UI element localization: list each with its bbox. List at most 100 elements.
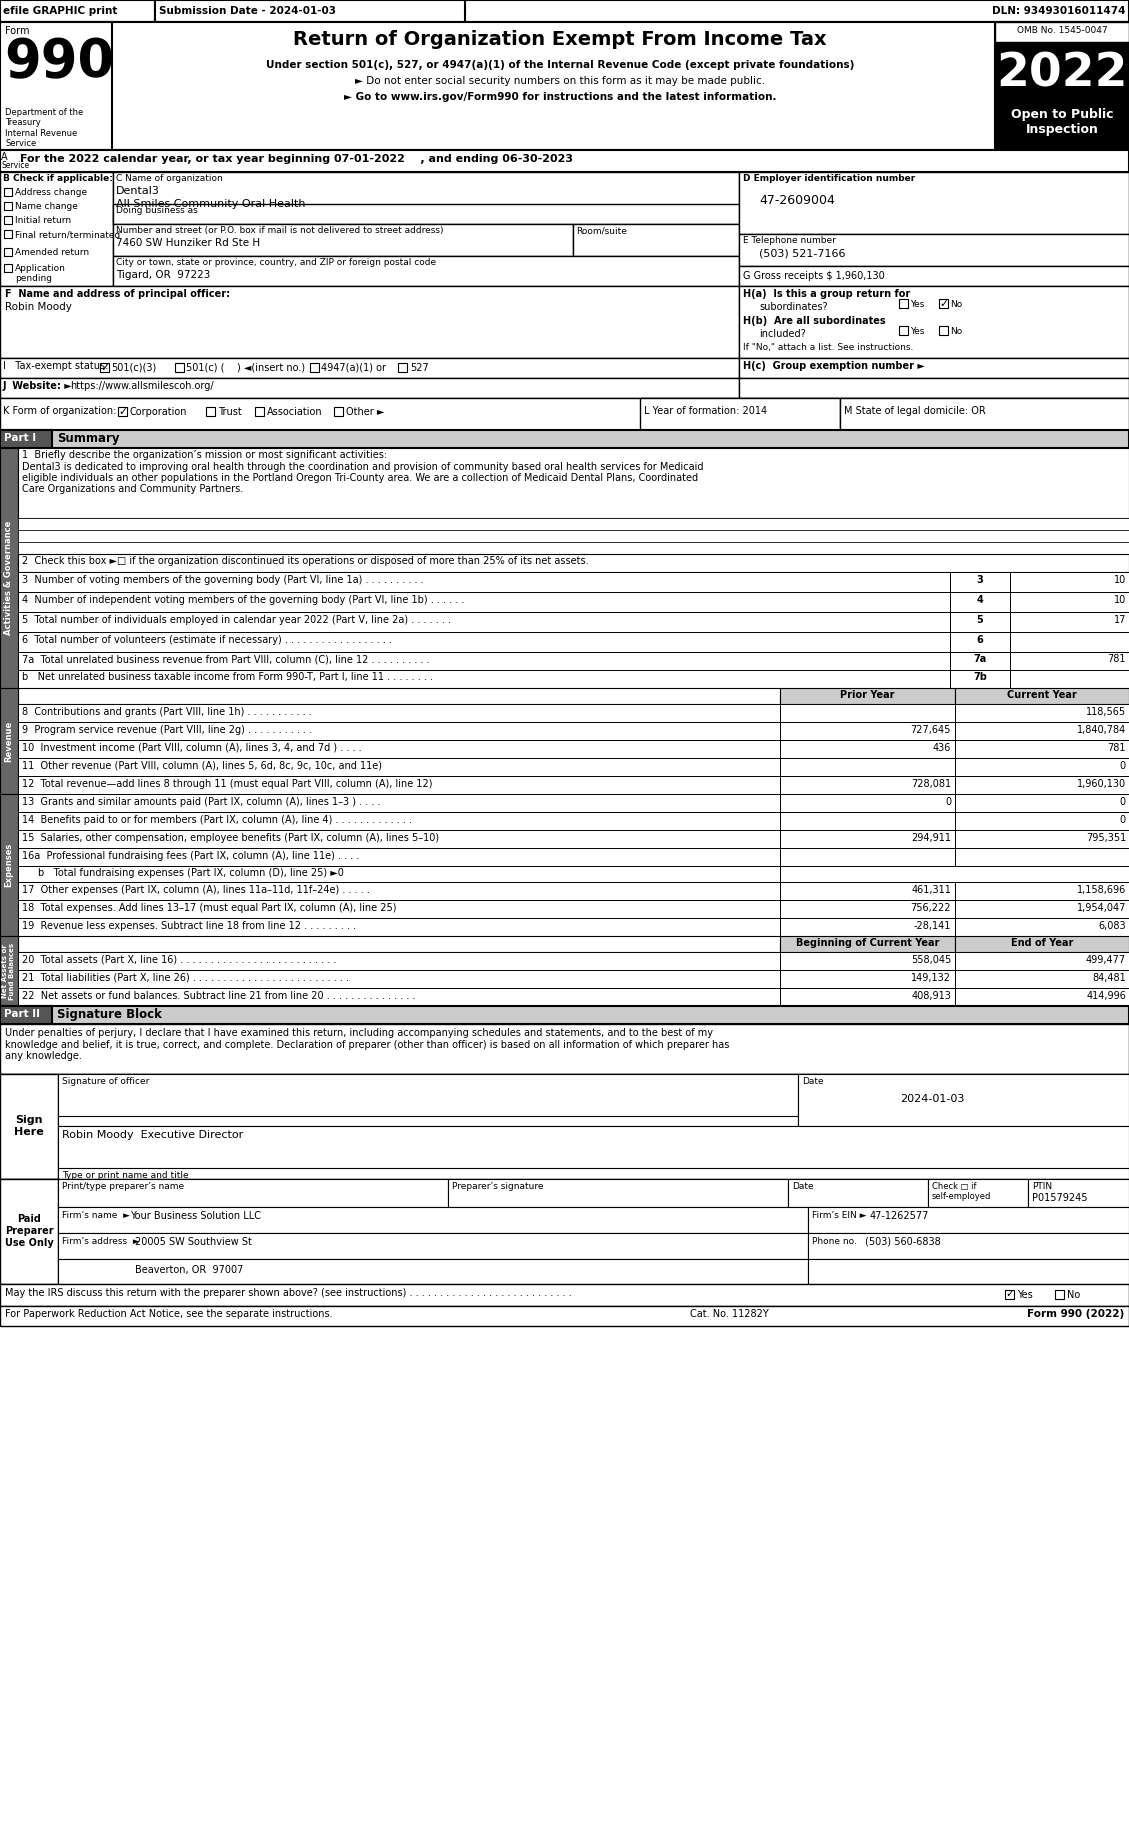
Bar	[780, 881, 955, 900]
Bar	[739, 266, 1129, 286]
Text: Beginning of Current Year: Beginning of Current Year	[796, 939, 939, 948]
Text: 558,045: 558,045	[911, 955, 951, 965]
Text: -28,141: -28,141	[913, 920, 951, 931]
Text: Revenue: Revenue	[5, 721, 14, 761]
Bar	[955, 776, 1129, 795]
Bar	[18, 811, 780, 830]
Bar	[18, 723, 780, 739]
Text: F  Name and address of principal officer:: F Name and address of principal officer:	[5, 288, 230, 299]
Text: ✓: ✓	[939, 299, 948, 309]
Bar	[18, 881, 780, 900]
Bar	[955, 687, 1129, 704]
Bar	[0, 1179, 58, 1284]
Text: Yes: Yes	[910, 327, 925, 336]
Bar	[113, 203, 739, 224]
Bar	[5, 201, 12, 211]
Text: 414,996: 414,996	[1086, 991, 1126, 1002]
Bar	[808, 1207, 1129, 1233]
Bar	[780, 867, 1129, 881]
Bar	[780, 795, 955, 811]
Bar	[5, 188, 12, 196]
Bar	[113, 257, 739, 286]
Bar	[18, 776, 780, 795]
Text: 15  Salaries, other compensation, employee benefits (Part IX, column (A), lines : 15 Salaries, other compensation, employe…	[21, 833, 439, 843]
Text: H(c)  Group exemption number ►: H(c) Group exemption number ►	[743, 360, 925, 371]
Text: 3  Number of voting members of the governing body (Part VI, line 1a) . . . . . .: 3 Number of voting members of the govern…	[21, 575, 423, 586]
Bar	[18, 541, 1129, 554]
Text: K Form of organization:: K Form of organization:	[3, 407, 116, 416]
Bar	[574, 224, 739, 257]
Bar	[334, 407, 343, 416]
Text: 0: 0	[1120, 815, 1126, 824]
Bar	[780, 918, 955, 935]
Bar	[780, 900, 955, 918]
Bar	[58, 1125, 1129, 1179]
Text: Service: Service	[1, 161, 29, 170]
Text: 21  Total liabilities (Part X, line 26) . . . . . . . . . . . . . . . . . . . . : 21 Total liabilities (Part X, line 26) .…	[21, 974, 349, 983]
Bar	[0, 1005, 52, 1024]
Text: 5: 5	[977, 615, 983, 625]
Text: No: No	[949, 299, 962, 309]
Text: Dental3: Dental3	[116, 187, 160, 196]
Text: No: No	[1067, 1290, 1080, 1299]
Bar	[949, 612, 1010, 632]
Bar	[899, 299, 908, 309]
Bar	[18, 517, 1129, 530]
Text: 2  Check this box ►□ if the organization discontinued its operations or disposed: 2 Check this box ►□ if the organization …	[21, 556, 588, 565]
Bar	[780, 970, 955, 989]
Bar	[780, 811, 955, 830]
Text: 22  Net assets or fund balances. Subtract line 21 from line 20 . . . . . . . . .: 22 Net assets or fund balances. Subtract…	[21, 991, 415, 1002]
Bar	[58, 1233, 808, 1258]
Bar	[955, 848, 1129, 867]
Text: 16a  Professional fundraising fees (Part IX, column (A), line 11e) . . . .: 16a Professional fundraising fees (Part …	[21, 850, 359, 861]
Text: 756,222: 756,222	[910, 904, 951, 913]
Text: Tigard, OR  97223: Tigard, OR 97223	[116, 270, 210, 281]
Text: 408,913: 408,913	[911, 991, 951, 1002]
Bar	[18, 687, 780, 704]
Bar	[899, 325, 908, 334]
Text: Preparer’s signature: Preparer’s signature	[452, 1183, 543, 1190]
Bar	[955, 830, 1129, 848]
Bar	[1010, 671, 1129, 687]
Bar	[1005, 1290, 1014, 1299]
Bar	[949, 632, 1010, 652]
Bar	[58, 1207, 808, 1233]
Bar	[18, 671, 949, 687]
Bar	[0, 1074, 1129, 1179]
Bar	[739, 379, 1129, 397]
Text: 1  Briefly describe the organization’s mission or most significant activities:: 1 Briefly describe the organization’s mi…	[21, 451, 387, 460]
Bar	[955, 918, 1129, 935]
Bar	[175, 362, 184, 371]
Text: Date: Date	[793, 1183, 814, 1190]
Bar	[995, 22, 1129, 43]
Text: Expenses: Expenses	[5, 843, 14, 887]
Bar	[0, 1074, 58, 1179]
Text: 0: 0	[945, 796, 951, 808]
Bar	[780, 723, 955, 739]
Bar	[955, 811, 1129, 830]
Text: Other ►: Other ►	[345, 407, 384, 418]
Bar	[955, 989, 1129, 1005]
Bar	[955, 952, 1129, 970]
Text: Address change: Address change	[15, 188, 87, 198]
Bar	[1010, 632, 1129, 652]
Bar	[0, 431, 52, 447]
Text: Firm’s name  ►: Firm’s name ►	[62, 1210, 130, 1220]
Bar	[18, 704, 780, 723]
Text: A: A	[1, 152, 8, 163]
Bar	[0, 1284, 1129, 1307]
Text: 795,351: 795,351	[1086, 833, 1126, 843]
Text: 8  Contributions and grants (Part VIII, line 1h) . . . . . . . . . . .: 8 Contributions and grants (Part VIII, l…	[21, 708, 312, 717]
Bar	[18, 935, 780, 952]
Text: Trust: Trust	[218, 407, 242, 418]
Bar	[939, 299, 948, 309]
Text: 501(c)(3): 501(c)(3)	[111, 362, 156, 373]
Text: H(b)  Are all subordinates: H(b) Are all subordinates	[743, 316, 885, 325]
Text: DLN: 93493016011474: DLN: 93493016011474	[992, 6, 1126, 17]
Text: 17  Other expenses (Part IX, column (A), lines 11a–11d, 11f–24e) . . . . .: 17 Other expenses (Part IX, column (A), …	[21, 885, 370, 894]
Text: Sign
Here: Sign Here	[15, 1114, 44, 1137]
Text: Initial return: Initial return	[15, 216, 71, 225]
Text: C Name of organization: C Name of organization	[116, 174, 222, 183]
Bar	[18, 900, 780, 918]
Text: Type or print name and title: Type or print name and title	[62, 1172, 189, 1181]
